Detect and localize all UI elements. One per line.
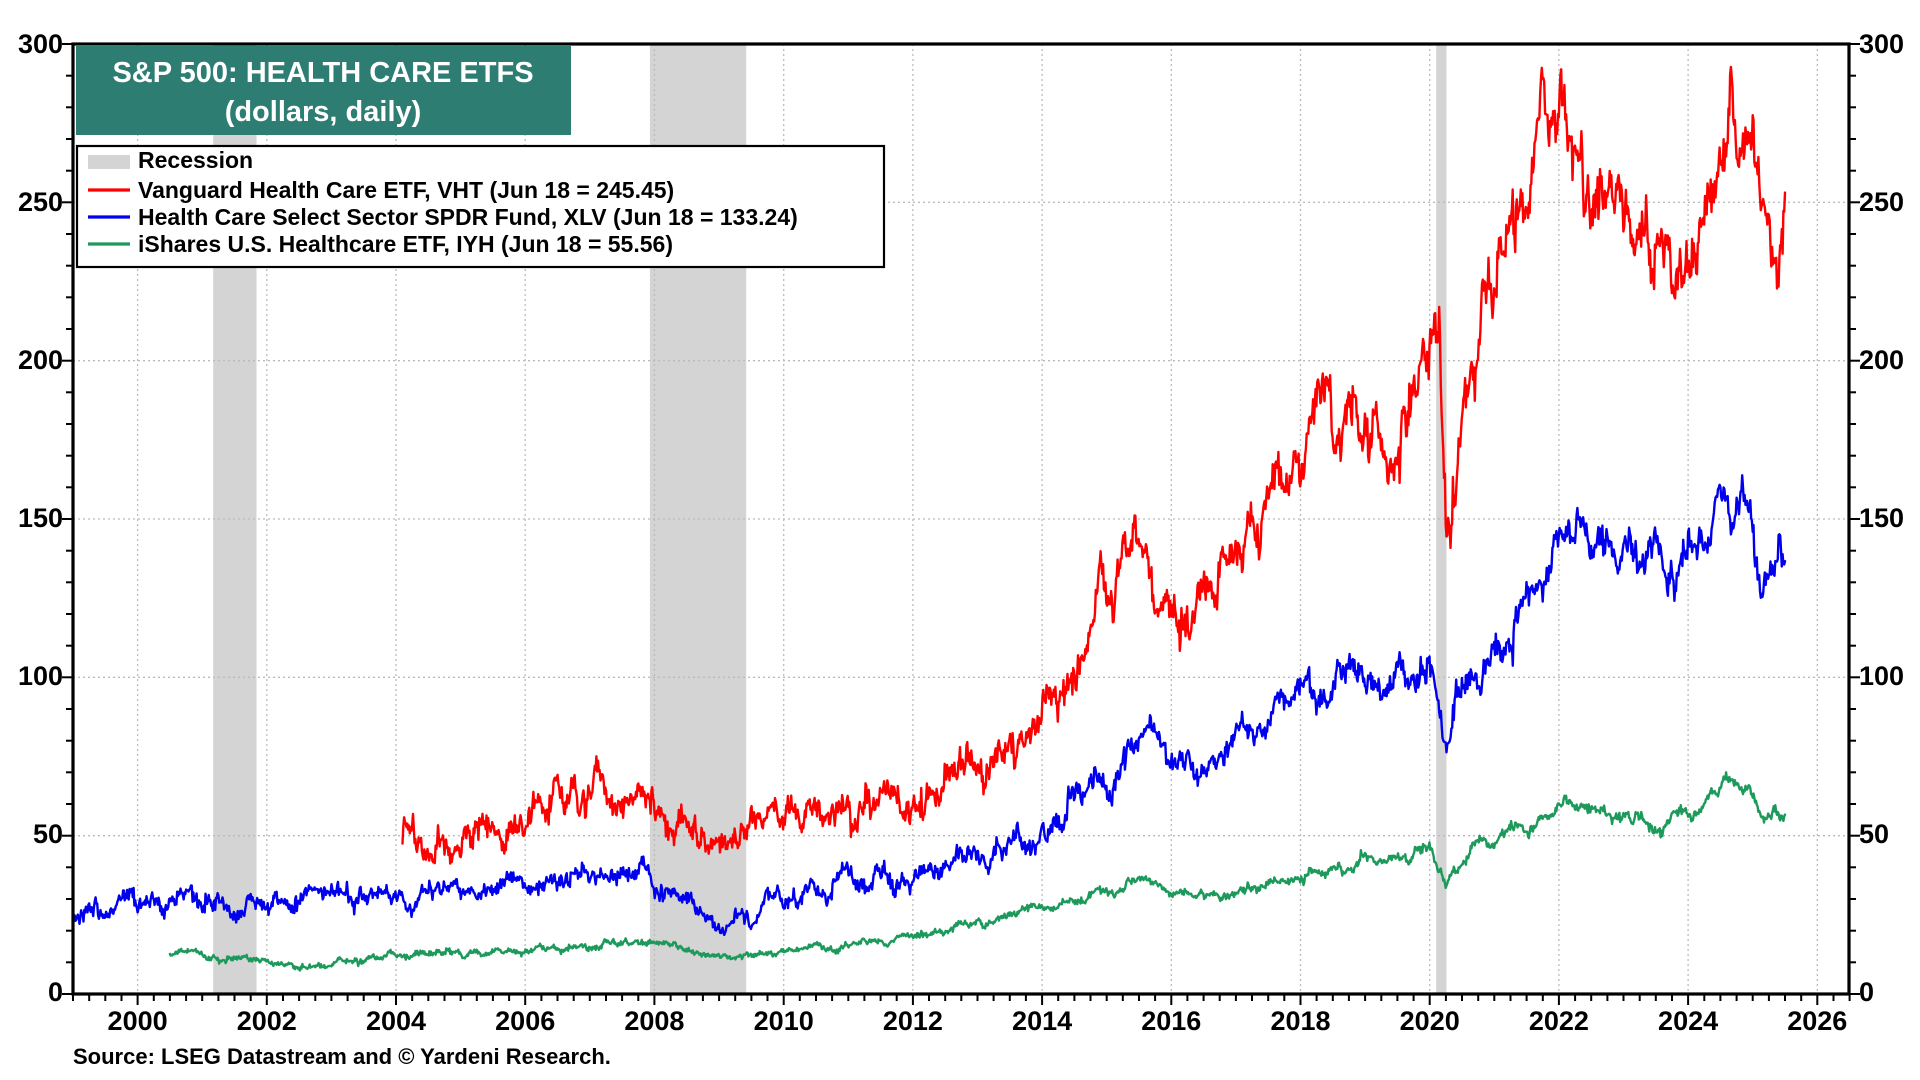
svg-text:0: 0 bbox=[1859, 977, 1874, 1007]
svg-text:(dollars, daily): (dollars, daily) bbox=[225, 96, 422, 128]
svg-text:2000: 2000 bbox=[108, 1006, 168, 1036]
svg-text:300: 300 bbox=[1859, 29, 1904, 59]
svg-text:150: 150 bbox=[18, 503, 63, 533]
svg-text:2004: 2004 bbox=[366, 1006, 426, 1036]
svg-text:Health Care Select Sector SPDR: Health Care Select Sector SPDR Fund, XLV… bbox=[138, 204, 798, 230]
svg-text:Recession: Recession bbox=[138, 147, 253, 173]
svg-text:50: 50 bbox=[33, 819, 63, 849]
svg-text:2022: 2022 bbox=[1529, 1006, 1589, 1036]
svg-text:250: 250 bbox=[18, 187, 63, 217]
svg-text:250: 250 bbox=[1859, 187, 1904, 217]
svg-text:Vanguard Health Care ETF, VHT: Vanguard Health Care ETF, VHT (Jun 18 = … bbox=[138, 177, 674, 203]
svg-text:100: 100 bbox=[1859, 661, 1904, 691]
svg-text:2026: 2026 bbox=[1787, 1006, 1847, 1036]
svg-text:2012: 2012 bbox=[883, 1006, 943, 1036]
svg-text:2024: 2024 bbox=[1658, 1006, 1718, 1036]
svg-text:2006: 2006 bbox=[495, 1006, 555, 1036]
svg-text:2014: 2014 bbox=[1012, 1006, 1072, 1036]
svg-text:2008: 2008 bbox=[624, 1006, 684, 1036]
svg-text:S&P 500: HEALTH CARE ETFS: S&P 500: HEALTH CARE ETFS bbox=[112, 57, 533, 89]
svg-text:2002: 2002 bbox=[237, 1006, 297, 1036]
svg-text:200: 200 bbox=[1859, 345, 1904, 375]
svg-text:150: 150 bbox=[1859, 503, 1904, 533]
svg-text:2010: 2010 bbox=[754, 1006, 814, 1036]
svg-text:200: 200 bbox=[18, 345, 63, 375]
svg-text:0: 0 bbox=[48, 977, 63, 1007]
svg-text:50: 50 bbox=[1859, 819, 1889, 849]
svg-text:100: 100 bbox=[18, 661, 63, 691]
svg-text:2016: 2016 bbox=[1141, 1006, 1201, 1036]
svg-text:2018: 2018 bbox=[1270, 1006, 1330, 1036]
svg-text:iShares U.S. Healthcare ETF, I: iShares U.S. Healthcare ETF, IYH (Jun 18… bbox=[138, 231, 673, 257]
svg-text:2020: 2020 bbox=[1400, 1006, 1460, 1036]
svg-text:300: 300 bbox=[18, 29, 63, 59]
